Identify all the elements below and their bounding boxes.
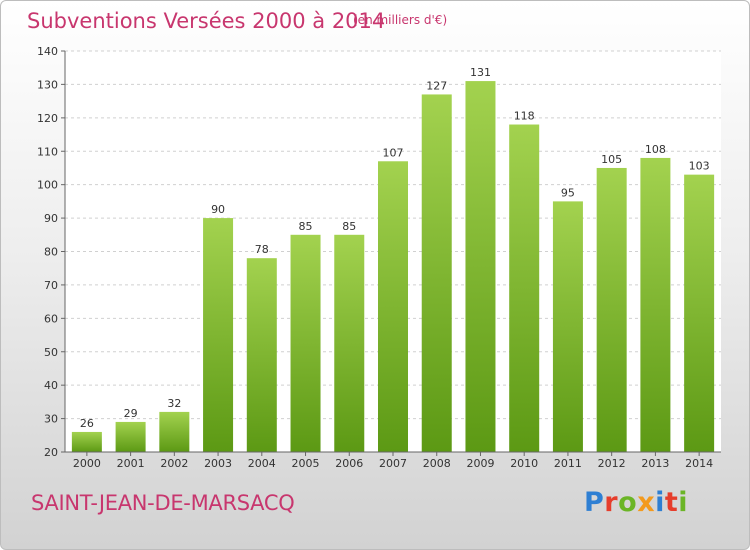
x-tick-label: 2005 [292, 457, 320, 470]
y-axis: 20 30 40 50 60 70 80 90 100 110 120 130 140 [37, 45, 66, 459]
y-tick-label: 20 [44, 446, 58, 459]
bars [71, 81, 715, 453]
bar [246, 258, 277, 452]
x-tick-label: 2013 [641, 457, 669, 470]
logo-letter: o [618, 487, 638, 518]
data-label: 107 [383, 146, 404, 159]
x-tick-label: 2001 [117, 457, 145, 470]
logo-letter: i [655, 487, 665, 518]
y-tick-label: 120 [37, 112, 58, 125]
y-tick-label: 40 [44, 379, 58, 392]
x-tick-label: 2008 [423, 457, 451, 470]
data-label: 78 [255, 243, 269, 256]
data-label: 131 [470, 66, 491, 79]
bar [290, 234, 321, 452]
y-tick-label: 30 [44, 413, 58, 426]
logo-letter: i [678, 487, 689, 518]
data-label: 108 [645, 143, 666, 156]
bar [421, 94, 452, 453]
data-label: 29 [124, 407, 138, 420]
y-tick-label: 60 [44, 312, 58, 325]
y-tick-label: 90 [44, 212, 58, 225]
bar [115, 421, 146, 452]
data-label: 85 [299, 220, 313, 233]
bar [159, 411, 190, 452]
bar [509, 124, 540, 453]
data-label: 105 [601, 153, 622, 166]
x-tick-label: 2012 [598, 457, 626, 470]
x-tick-label: 2006 [335, 457, 363, 470]
unit-note: (en milliers d'€) [353, 13, 448, 27]
y-tick-label: 70 [44, 279, 58, 292]
x-tick-label: 2009 [466, 457, 494, 470]
bar [552, 201, 583, 452]
y-tick-label: 80 [44, 246, 58, 259]
x-tick-label: 2007 [379, 457, 407, 470]
bar [378, 161, 408, 452]
commune-name: SAINT-JEAN-DE-MARSACQ [31, 491, 295, 515]
x-tick-label: 2002 [160, 457, 188, 470]
proxiti-logo: Proxiti [584, 487, 688, 518]
y-tick-label: 100 [37, 179, 58, 192]
y-tick-label: 140 [37, 45, 58, 58]
data-label: 103 [689, 160, 710, 173]
chart-title: Subventions Versées 2000 à 2014 [27, 9, 386, 33]
x-tick-label: 2004 [248, 457, 276, 470]
data-label: 32 [167, 397, 181, 410]
data-labels: 26 29 32 90 78 85 85 107 127 131 118 95 105 108 103 [80, 66, 710, 430]
x-axis: 2000 2001 2002 2003 2004 2005 2006 2007 2008 2009… [65, 451, 721, 470]
x-tick-label: 2010 [510, 457, 538, 470]
logo-letter: t [664, 487, 679, 518]
y-tick-label: 130 [37, 78, 58, 91]
x-tick-label: 2014 [685, 457, 713, 470]
x-tick-label: 2003 [204, 457, 232, 470]
logo-letter: P [584, 487, 605, 518]
data-label: 26 [80, 417, 94, 430]
bar [203, 218, 234, 452]
bar [465, 81, 496, 452]
y-tick-label: 110 [37, 145, 58, 158]
x-tick-label: 2000 [73, 457, 101, 470]
bar [71, 431, 102, 452]
data-label: 127 [426, 79, 447, 92]
logo-letter: r [604, 487, 619, 518]
data-label: 90 [211, 203, 225, 216]
bar [334, 234, 365, 452]
data-label: 85 [342, 220, 356, 233]
data-label: 118 [514, 110, 535, 123]
data-label: 95 [561, 186, 575, 199]
bar [596, 167, 627, 453]
logo-letter: x [637, 487, 656, 518]
bar [684, 174, 715, 452]
y-tick-label: 50 [44, 346, 58, 359]
x-tick-label: 2011 [554, 457, 582, 470]
bar [640, 157, 671, 452]
